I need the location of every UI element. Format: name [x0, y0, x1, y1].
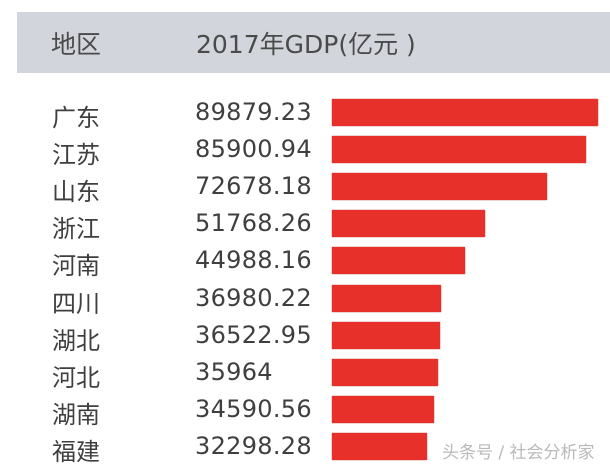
region-name: 江苏: [52, 141, 100, 169]
table-row: 浙江 51768.26: [0, 209, 610, 247]
region-name: 四川: [52, 290, 100, 318]
table-row: 河北 35964: [0, 358, 610, 396]
region-name: 福建: [52, 438, 100, 466]
gdp-value: 72678.18: [195, 172, 312, 200]
table-row: 湖南 34590.56: [0, 395, 610, 433]
region-name: 河南: [52, 252, 100, 280]
region-name: 山东: [52, 178, 100, 206]
table-row: 山东 72678.18: [0, 172, 610, 210]
gdp-bar: [332, 247, 465, 274]
gdp-value: 51768.26: [195, 209, 312, 237]
table-row: 广东 89879.23: [0, 98, 610, 136]
gdp-value: 32298.28: [195, 432, 312, 460]
gdp-bar: [332, 359, 438, 386]
gdp-value: 35964: [195, 358, 273, 386]
region-column-header: 地区: [51, 30, 102, 59]
gdp-value: 85900.94: [195, 135, 312, 163]
gdp-bar: [332, 136, 586, 163]
region-name: 广东: [52, 104, 100, 132]
gdp-value: 36522.95: [195, 321, 312, 349]
gdp-value: 89879.23: [195, 98, 312, 126]
gdp-bar: [332, 173, 547, 200]
gdp-column-header: 2017年GDP(亿元 ): [196, 30, 416, 59]
gdp-bar: [332, 99, 598, 126]
watermark: 头条号 / 社会分析家: [442, 443, 595, 463]
gdp-bar: [332, 396, 434, 423]
region-name: 湖北: [52, 327, 100, 355]
gdp-value: 36980.22: [195, 284, 312, 312]
table-header: 地区 2017年GDP(亿元 ): [17, 12, 610, 73]
gdp-value: 34590.56: [195, 395, 312, 423]
region-name: 河北: [52, 364, 100, 392]
gdp-value: 44988.16: [195, 246, 312, 274]
table-row: 河南 44988.16: [0, 246, 610, 284]
table-row: 四川 36980.22: [0, 284, 610, 322]
gdp-bar: [332, 322, 440, 349]
gdp-bar: [332, 433, 427, 460]
gdp-bar: [332, 285, 441, 312]
table-row: 湖北 36522.95: [0, 321, 610, 359]
gdp-bar: [332, 210, 485, 237]
region-name: 浙江: [52, 215, 100, 243]
region-name: 湖南: [52, 401, 100, 429]
table-row: 江苏 85900.94: [0, 135, 610, 173]
table-row: 福建 32298.28: [0, 432, 610, 470]
